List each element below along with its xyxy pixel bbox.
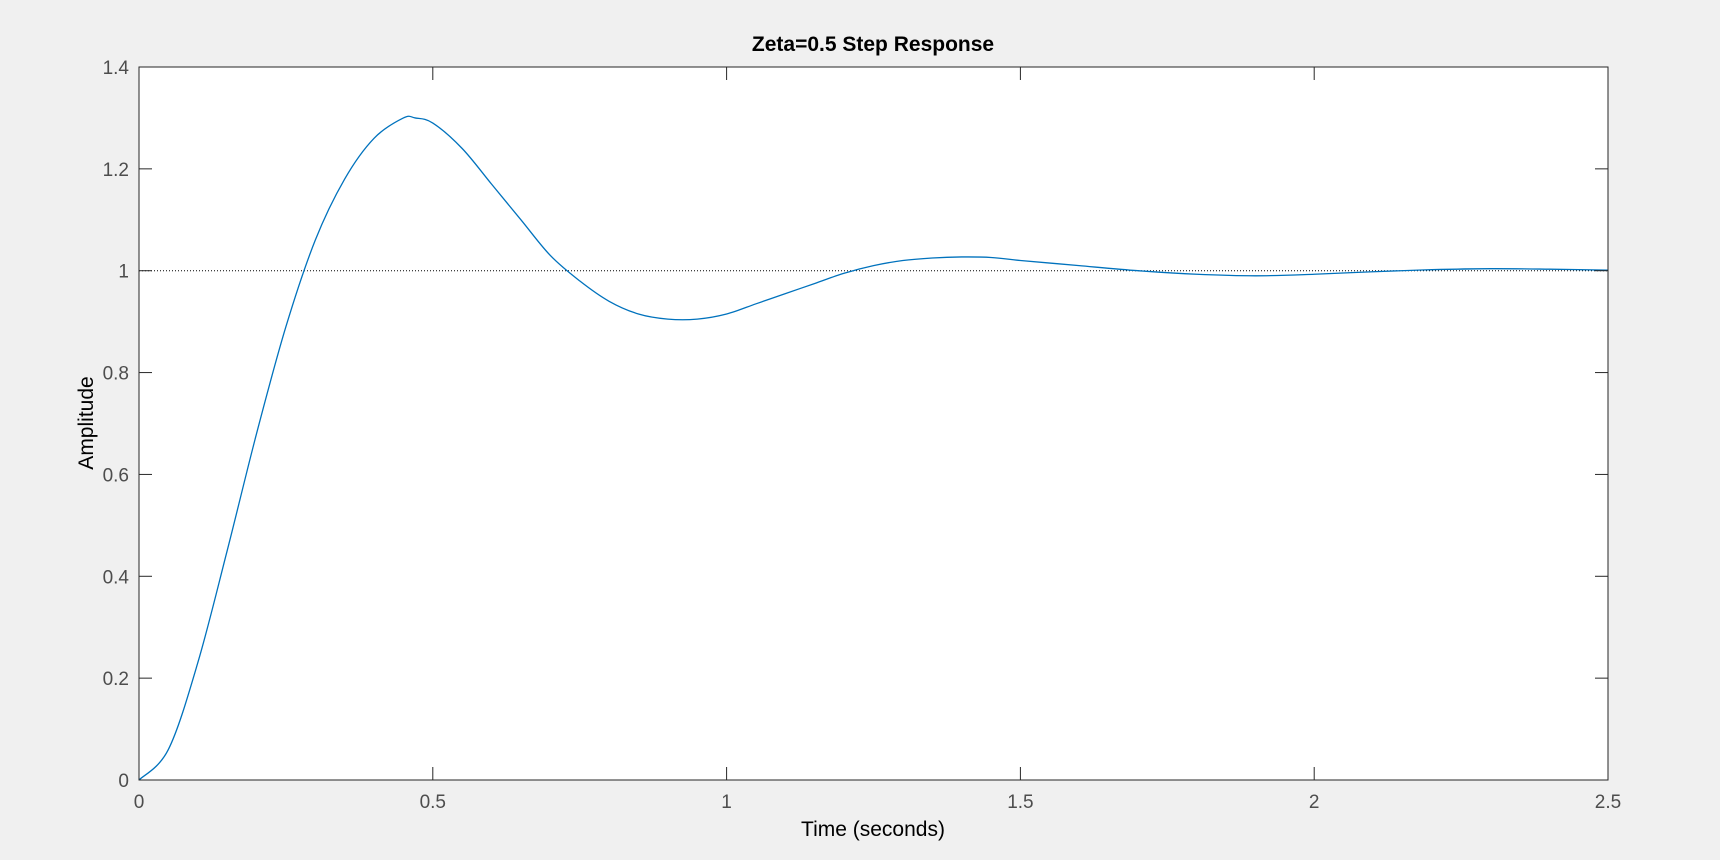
tick-layer: 0 0.5 1 1.5 2 2.5 0 0.2 0.4 0.6 0.8 1 1.2 1.4 [103,58,1622,813]
x-tick-label: 0.5 [420,792,446,813]
y-axis-label: Amplitude [75,376,98,469]
series-line-step-response [138,115,1609,781]
y-tick-label: 0.8 [103,364,129,385]
axes-frame [138,66,1609,781]
y-tick-label: 1 [118,262,129,283]
series-layer [138,115,1609,781]
x-tick-label: 2.5 [1595,792,1621,813]
y-tick-label: 0.4 [103,567,130,588]
y-tick-label: 0 [118,771,129,792]
y-tick-label: 1.4 [103,58,130,79]
axes-background [139,67,1608,780]
y-tick-label: 1.2 [103,160,129,181]
x-tick-label: 2 [1309,792,1320,813]
x-axis-label: Time (seconds) [801,818,945,841]
y-tick-label: 0.6 [103,465,129,486]
x-tick-label: 1.5 [1007,792,1033,813]
y-tick-label: 0.2 [103,669,129,690]
chart-title: Zeta=0.5 Step Response [752,33,994,56]
x-tick-label: 1 [721,792,732,813]
x-tick-label: 0 [134,792,145,813]
